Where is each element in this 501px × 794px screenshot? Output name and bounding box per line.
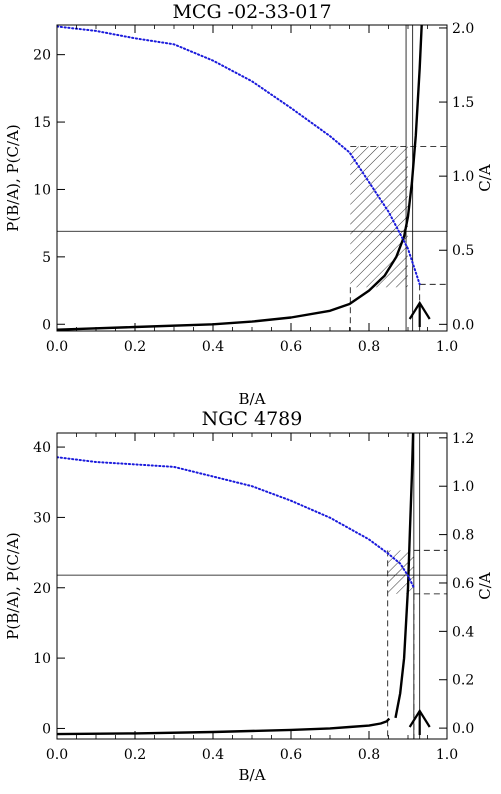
series-line-ca-dotted: [57, 456, 415, 589]
x-tick-label: 0.4: [202, 747, 224, 763]
y-tick-label: 5: [42, 250, 51, 266]
series-line-probability: [394, 433, 415, 719]
x-tick-label: 1.0: [436, 339, 458, 355]
y-tick-label: 15: [33, 115, 51, 131]
y-tick-label: 10: [33, 651, 51, 667]
y-tick-label: 20: [33, 581, 51, 597]
y-right-tick-label: 0.6: [452, 576, 474, 592]
y-right-tick-label: 0.5: [452, 243, 474, 259]
x-tick-label: 0.8: [358, 339, 380, 355]
x-tick-label: 0.4: [202, 339, 224, 355]
plot-clip: [57, 433, 447, 739]
plot-clip: [57, 25, 447, 331]
y-right-tick-label: 0.8: [452, 528, 474, 544]
x-tick-label: 0.2: [124, 339, 146, 355]
x-tick-label: 0.8: [358, 747, 380, 763]
chart-title: NGC 4789: [202, 408, 303, 430]
x-tick-label: 0.6: [280, 747, 302, 763]
y-right-tick-label: 0.4: [452, 624, 474, 640]
chart-panel-2: NGC 4789 B/A P(B/A), P(C/A) C/A 0.0 0.2 0.…: [4, 408, 494, 784]
y-right-tick-label: 1.0: [452, 169, 474, 185]
chart-panel-1: MCG -02-33-017 B/A P(B/A), P(C/A) C/A 0.…: [4, 1, 494, 408]
y-right-tick-label: 1.0: [452, 479, 474, 495]
y-tick-label: 10: [33, 182, 51, 198]
y-tick-label: 30: [33, 510, 51, 526]
plot-area: 0.0 0.2 0.4 0.6 0.8 1.0 0 5 10 15 20 0.0 0.5 1.0 1.5 2.…: [33, 21, 474, 355]
arrow-head: [408, 300, 431, 320]
x-tick-label: 0.6: [280, 339, 302, 355]
y-right-tick-label: 1.2: [452, 431, 474, 447]
y-right-tick-label: 1.5: [452, 95, 474, 111]
y-axis-right-label: C/A: [476, 164, 494, 192]
series-line-probability: [57, 717, 391, 736]
y-right-tick-label: 0.0: [452, 721, 474, 737]
chart-title: MCG -02-33-017: [172, 1, 331, 23]
x-axis-label: B/A: [239, 766, 266, 784]
series-line-probability: [57, 25, 423, 331]
y-tick-label: 40: [33, 440, 51, 456]
y-right-tick-label: 2.0: [452, 21, 474, 37]
y-axis-label: P(B/A), P(C/A): [4, 532, 22, 639]
series-line-ca-dotted: [57, 25, 421, 286]
plot-area: 0.0 0.2 0.4 0.6 0.8 1.0 0 10 20 30 40 0.0 0.2 0.4 0.6 0…: [33, 431, 474, 763]
y-tick-label: 0: [42, 721, 51, 737]
x-axis-label: B/A: [239, 390, 266, 408]
arrow-head: [408, 708, 431, 728]
x-tick-label: 0.0: [46, 339, 68, 355]
y-tick-label: 20: [33, 48, 51, 64]
x-tick-label: 0.0: [46, 747, 68, 763]
y-right-tick-label: 0.2: [452, 673, 474, 689]
x-tick-label: 1.0: [436, 747, 458, 763]
y-axis-right-label: C/A: [476, 572, 494, 600]
y-right-tick-label: 0.0: [452, 317, 474, 333]
y-axis-label: P(B/A), P(C/A): [4, 124, 22, 231]
y-tick-label: 0: [42, 317, 51, 333]
x-tick-label: 0.2: [124, 747, 146, 763]
